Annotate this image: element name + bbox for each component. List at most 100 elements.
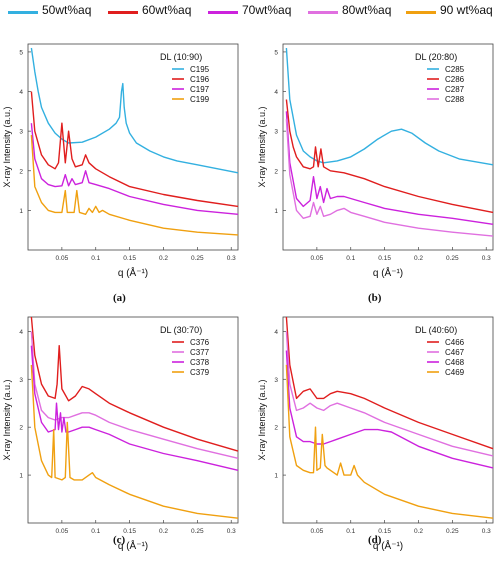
- y-axis-label: X-ray Intensity (a.u.): [257, 106, 267, 187]
- x-tick-label: 0.2: [159, 528, 168, 535]
- y-tick-label: 5: [19, 49, 23, 56]
- series-line: [30, 316, 239, 452]
- legend-entry: C195: [190, 65, 210, 74]
- chart-svg: 0.05 0.1 0.15 0.2 0.25 0.3 1 2 3 4 q (Å⁻¹) X-ray In…: [2, 316, 239, 552]
- legend-entry: C285: [445, 65, 465, 74]
- chart-svg: 0.05 0.1 0.15 0.2 0.25 0.3 1 2 3 4 5 q (Å⁻¹) X-ray I…: [257, 43, 494, 279]
- series-line: [30, 91, 239, 208]
- legend-entry: C377: [190, 348, 210, 357]
- legend-swatch: [108, 11, 138, 14]
- x-axis-label: q (Å⁻¹): [373, 539, 403, 552]
- y-tick-label: 5: [274, 49, 278, 56]
- y-tick-label: 4: [274, 329, 278, 336]
- x-tick-label: 0.2: [414, 255, 423, 262]
- legend-entry: C468: [445, 358, 465, 367]
- x-axis-label: q (Å⁻¹): [118, 539, 148, 552]
- series-line: [285, 316, 494, 450]
- y-axis-label: X-ray Intensity (a.u.): [2, 106, 12, 187]
- x-tick-label: 0.3: [482, 528, 491, 535]
- legend-label: 70wt%aq: [242, 3, 292, 17]
- plot-frame: [282, 316, 494, 524]
- series-line: [285, 111, 494, 225]
- x-tick-label: 0.3: [482, 255, 491, 262]
- y-tick-label: 1: [274, 208, 278, 215]
- chart-panel-d: 0.05 0.1 0.15 0.2 0.25 0.3 1 2 3 4 q (Å⁻¹) X-ray In…: [255, 313, 500, 561]
- series-line: [285, 47, 494, 166]
- plot-frame: [27, 316, 239, 524]
- x-axis-label: q (Å⁻¹): [373, 266, 403, 279]
- y-tick-label: 3: [274, 129, 278, 136]
- legend-swatch: [208, 11, 238, 14]
- y-tick-label: 4: [19, 329, 23, 336]
- series-line: [30, 345, 239, 471]
- series-line: [285, 364, 494, 519]
- y-tick-label: 2: [19, 168, 23, 175]
- series-line: [30, 135, 239, 236]
- series-line: [30, 364, 239, 519]
- legend-label: 90 wt%aq: [440, 3, 493, 17]
- y-tick-label: 2: [274, 168, 278, 175]
- x-tick-label: 0.15: [123, 528, 136, 535]
- legend-entry: C288: [445, 95, 465, 104]
- legend-entry: C199: [190, 95, 210, 104]
- legend-label: 80wt%aq: [342, 3, 392, 17]
- legend-swatch: [406, 11, 436, 14]
- x-tick-label: 0.05: [56, 528, 69, 535]
- legend-entry: C286: [445, 75, 465, 84]
- legend-label: 50wt%aq: [42, 3, 92, 17]
- legend-label: 60wt%aq: [142, 3, 192, 17]
- y-tick-label: 1: [19, 473, 23, 480]
- legend-entry: C376: [190, 338, 210, 347]
- x-tick-label: 0.25: [446, 255, 459, 262]
- caption-c: (c): [113, 534, 126, 546]
- x-tick-label: 0.05: [311, 528, 324, 535]
- y-tick-label: 1: [274, 473, 278, 480]
- x-tick-label: 0.2: [414, 528, 423, 535]
- x-tick-label: 0.15: [378, 528, 391, 535]
- plot-frame: [282, 43, 494, 251]
- legend-swatch: [308, 11, 338, 14]
- x-tick-label: 0.1: [91, 255, 100, 262]
- series-line: [285, 99, 494, 214]
- series-line: [285, 350, 494, 469]
- series-line: [285, 331, 494, 457]
- series-line: [30, 331, 239, 459]
- x-tick-label: 0.3: [227, 255, 236, 262]
- plot-frame: [27, 43, 239, 251]
- chart-title: DL (30:70): [160, 325, 202, 335]
- chart-svg: 0.05 0.1 0.15 0.2 0.25 0.3 1 2 3 4 q (Å⁻¹) X-ray In…: [257, 316, 494, 552]
- chart-title: DL (40:60): [415, 325, 457, 335]
- chart-title: DL (10:90): [160, 52, 202, 62]
- legend-entry: C197: [190, 85, 210, 94]
- x-tick-label: 0.15: [378, 255, 391, 262]
- x-tick-label: 0.3: [227, 528, 236, 535]
- x-tick-label: 0.05: [311, 255, 324, 262]
- y-tick-label: 3: [274, 377, 278, 384]
- caption-d: (d): [368, 534, 382, 546]
- chart-svg: 0.05 0.1 0.15 0.2 0.25 0.3 1 2 3 4 5 q (Å⁻¹) X-ray I…: [2, 43, 239, 279]
- legend-entry: C469: [445, 368, 465, 377]
- legend-entry: C196: [190, 75, 210, 84]
- caption-b: (b): [368, 292, 382, 304]
- chart-panel-b: 0.05 0.1 0.15 0.2 0.25 0.3 1 2 3 4 5 q (Å⁻¹) X-ray I…: [255, 40, 500, 288]
- legend-entry: C467: [445, 348, 465, 357]
- series-line: [30, 47, 239, 174]
- y-axis-label: X-ray Intensity (a.u.): [257, 379, 267, 460]
- x-tick-label: 0.1: [346, 255, 355, 262]
- y-tick-label: 1: [19, 208, 23, 215]
- legend-entry: C378: [190, 358, 210, 367]
- y-tick-label: 4: [19, 89, 23, 96]
- chart-title: DL (20:80): [415, 52, 457, 62]
- legend-entry: C466: [445, 338, 465, 347]
- x-tick-label: 0.1: [91, 528, 100, 535]
- x-tick-label: 0.1: [346, 528, 355, 535]
- y-tick-label: 3: [19, 129, 23, 136]
- y-axis-label: X-ray Intensity (a.u.): [2, 379, 12, 460]
- legend-entry: C379: [190, 368, 210, 377]
- series-line: [30, 123, 239, 215]
- x-tick-label: 0.25: [191, 528, 204, 535]
- y-tick-label: 2: [274, 425, 278, 432]
- legend-bar: 50wt%aq 60wt%aq 70wt%aq 80wt%aq 90 wt%aq: [0, 0, 500, 26]
- x-axis-label: q (Å⁻¹): [118, 266, 148, 279]
- caption-a: (a): [113, 292, 126, 304]
